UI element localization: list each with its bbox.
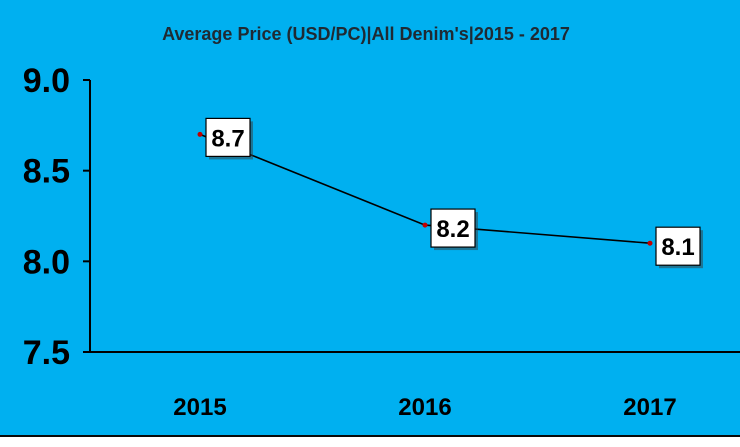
y-tick-label: 9.0 [23, 62, 70, 100]
chart-title: Average Price (USD/PC)|All Denim's|2015 … [162, 24, 570, 44]
x-tick-label: 2015 [173, 394, 226, 421]
x-tick-label: 2017 [623, 394, 676, 421]
line-chart: Average Price (USD/PC)|All Denim's|2015 … [23, 24, 740, 421]
data-label: 8.7 [211, 125, 244, 152]
data-point [422, 222, 428, 228]
x-tick-label: 2016 [398, 394, 451, 421]
chart-frame: Average Price (USD/PC)|All Denim's|2015 … [0, 0, 740, 437]
data-label-box [205, 117, 251, 158]
data-label-box [655, 226, 701, 266]
y-tick-label: 7.5 [23, 334, 70, 372]
data-label: 8.1 [661, 234, 694, 261]
data-point [647, 240, 653, 246]
data-label: 8.2 [436, 216, 469, 243]
data-point [197, 131, 203, 137]
y-tick-label: 8.0 [23, 243, 70, 281]
y-tick-label: 8.5 [23, 153, 70, 191]
data-label-box [430, 208, 476, 248]
